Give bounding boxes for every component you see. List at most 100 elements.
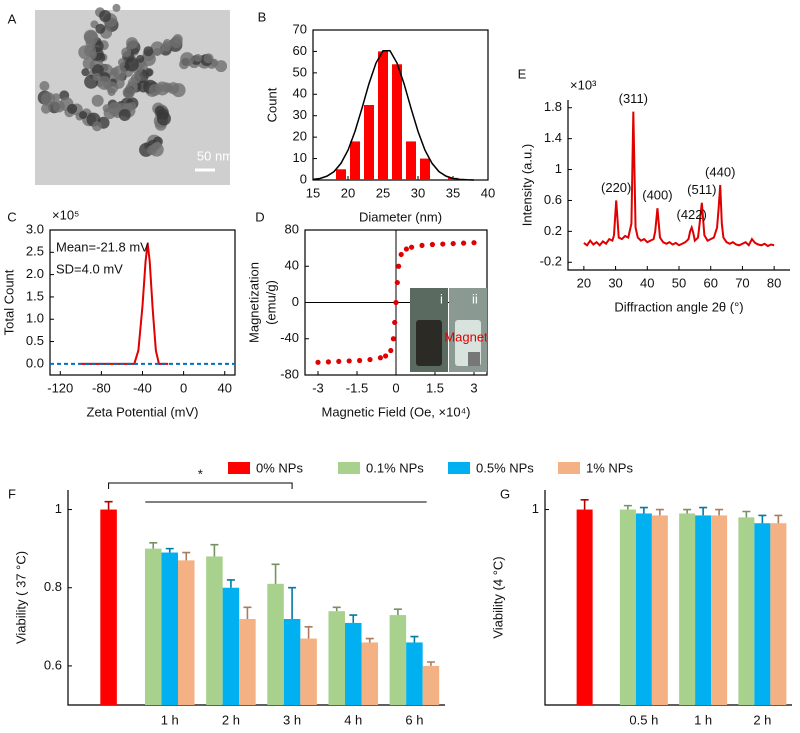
y-tick-label: 70 [293,21,307,36]
x-axis-label: Diameter (nm) [359,209,442,224]
particle [112,3,121,12]
error-bar [410,635,419,643]
data-line [583,111,775,248]
inset-label: i [440,291,443,306]
y-tick-label: 40 [285,258,299,273]
y-tick-label: -40 [280,330,299,345]
data-point [471,240,477,246]
histogram-bar [392,64,402,180]
error-bar [758,514,767,524]
bar [144,548,162,705]
x-axis-label: Magnetic Field (Oe, ×10⁴) [321,404,470,419]
y-tick-label: 0.0 [26,355,44,370]
x-tick-label: 1 h [694,712,712,727]
data-point [346,358,352,364]
axis-exponent: ×10⁵ [52,207,79,222]
annotation: SD=4.0 mV [56,261,123,276]
error-bar [655,508,664,516]
bar [344,622,362,705]
particle [143,46,154,57]
x-tick-label: 6 h [405,712,423,727]
data-point [390,336,396,342]
data-point [450,240,456,247]
x-tick-label: -80 [92,380,111,395]
peak-label: (511) [687,182,716,197]
particle [136,54,145,63]
bar [178,560,195,705]
x-axis-label: Zeta Potential (mV) [87,404,199,419]
legend-swatch [558,462,580,474]
error-bar [683,508,692,514]
x-axis-label: Diffraction angle 2θ (°) [614,299,743,314]
bar [239,619,256,705]
y-tick-label: 0 [300,171,307,186]
bar [389,615,407,705]
data-point [396,263,402,269]
inset-label: Magnet [444,329,488,344]
x-tick-label: 1 h [161,712,179,727]
x-tick-label: -1.5 [346,380,368,395]
x-tick-label: 30 [411,185,425,200]
error-bar [182,551,191,561]
panel-label: G [500,486,510,501]
particle [145,68,154,77]
x-tick-label: -3 [312,380,324,395]
y-tick-label: 0.5 [26,333,44,348]
data-point [392,319,398,326]
x-tick-label: 25 [376,185,390,200]
bar [361,642,379,705]
y-tick-label: 0 [292,294,299,309]
x-tick-label: 60 [703,275,717,290]
particle [193,53,202,62]
error-bar [332,606,341,612]
bar [328,611,345,705]
y-tick-label: 0.6 [544,192,562,207]
particle [81,68,90,77]
particle [99,10,112,23]
bar [283,619,301,705]
particle [117,58,126,67]
y-tick-label: 2.5 [26,244,44,259]
histogram-bar [406,141,416,180]
y-axis-label: Count [264,87,279,122]
y-tick-label: 50 [293,64,307,79]
bar [695,515,712,705]
histogram-bar [350,141,360,180]
particle [130,73,141,84]
y-tick-label: 1.0 [26,311,44,326]
particle [171,83,186,98]
data-point [325,359,331,365]
data-point [383,353,389,359]
particle [163,38,172,47]
bar [711,515,728,705]
error-bar [393,608,402,616]
x-tick-label: 40 [481,185,495,200]
x-tick-label: 35 [446,185,460,200]
legend-label: 0% NPs [256,460,303,475]
particle [95,23,106,34]
particle [103,107,116,120]
error-bar [288,586,297,619]
x-tick-label: 15 [306,185,320,200]
data-point [398,251,404,258]
error-bar [104,500,113,510]
y-tick-label: 1 [555,161,562,176]
panel-label: A [8,11,17,26]
bar [754,523,771,705]
bar [100,509,117,705]
peak-label: (311) [619,91,648,106]
particle [172,34,183,45]
particle [121,47,132,58]
particle [41,92,56,107]
legend-swatch [448,462,470,474]
y-tick-label: 0.8 [44,579,62,594]
bar [222,587,240,705]
scale-bar-label: 50 nm [197,148,233,163]
x-tick-label: 0 [392,380,399,395]
error-bar [365,637,374,643]
x-tick-label: 40 [217,380,231,395]
panel-label: E [518,66,527,81]
axis-line [67,490,445,706]
axis-line [567,100,790,271]
